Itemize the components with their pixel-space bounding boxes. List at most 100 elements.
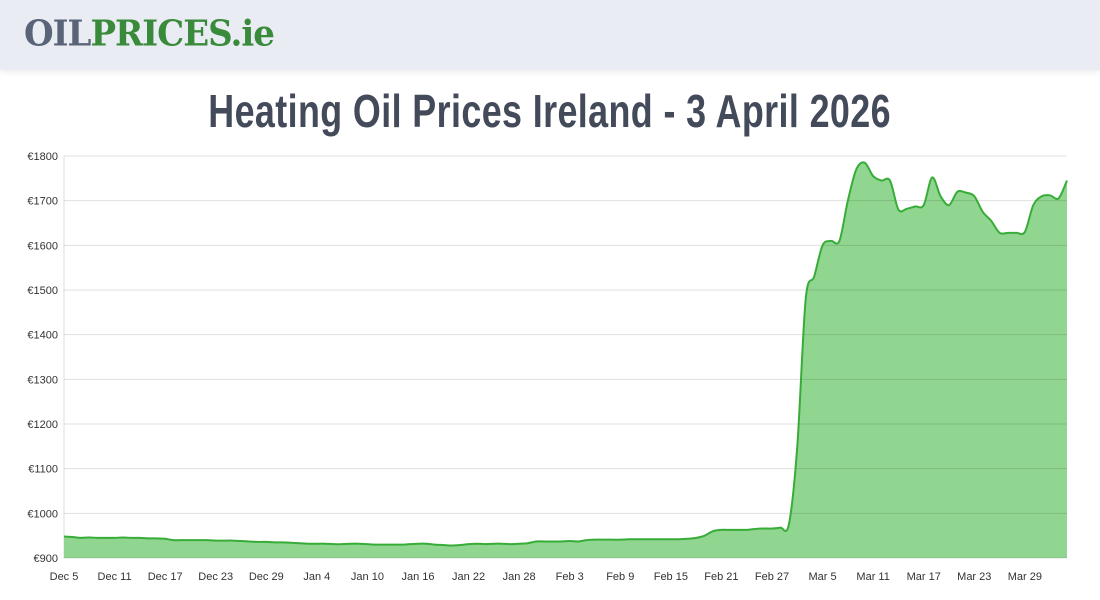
data-point bbox=[70, 535, 74, 539]
data-point bbox=[719, 528, 723, 532]
data-point bbox=[357, 542, 361, 546]
data-point bbox=[349, 542, 353, 546]
data-point bbox=[163, 537, 167, 541]
data-point bbox=[433, 543, 437, 547]
data-point bbox=[812, 275, 816, 279]
data-point bbox=[517, 542, 521, 546]
data-point bbox=[424, 542, 428, 546]
data-point bbox=[197, 538, 201, 542]
x-tick-label: Jan 10 bbox=[351, 571, 384, 583]
y-tick-label: €1500 bbox=[27, 285, 58, 297]
page-title-text: Heating Oil Prices Ireland - 3 April 202… bbox=[208, 85, 892, 137]
data-point bbox=[998, 231, 1002, 235]
data-point bbox=[711, 529, 715, 533]
data-point bbox=[180, 538, 184, 542]
data-point bbox=[1023, 230, 1027, 234]
data-point bbox=[365, 542, 369, 546]
y-tick-label: €1800 bbox=[27, 151, 58, 163]
data-point bbox=[686, 537, 690, 541]
data-point bbox=[753, 527, 757, 531]
data-point bbox=[79, 536, 83, 540]
data-point bbox=[458, 543, 462, 547]
data-point bbox=[450, 543, 454, 547]
data-point bbox=[795, 444, 799, 448]
data-point bbox=[399, 543, 403, 547]
data-point bbox=[955, 190, 959, 194]
page-title: Heating Oil Prices Ireland - 3 April 202… bbox=[0, 84, 1100, 138]
data-point bbox=[332, 542, 336, 546]
data-point bbox=[113, 536, 117, 540]
data-point bbox=[551, 539, 555, 543]
x-tick-label: Feb 15 bbox=[654, 571, 688, 583]
data-point bbox=[509, 542, 513, 546]
y-tick-label: €1100 bbox=[28, 464, 58, 476]
x-tick-label: Dec 11 bbox=[98, 571, 132, 583]
data-point bbox=[1065, 179, 1069, 183]
data-point bbox=[129, 536, 133, 540]
data-point bbox=[593, 538, 597, 542]
data-point bbox=[913, 204, 917, 208]
data-point bbox=[290, 541, 294, 545]
data-point bbox=[947, 203, 951, 207]
data-point bbox=[728, 528, 732, 532]
x-tick-label: Dec 23 bbox=[198, 571, 233, 583]
x-tick-label: Dec 17 bbox=[148, 571, 183, 583]
data-point bbox=[121, 535, 125, 539]
x-tick-label: Feb 3 bbox=[556, 571, 584, 583]
data-point bbox=[1031, 203, 1035, 207]
data-point bbox=[888, 179, 892, 183]
data-point bbox=[854, 167, 858, 171]
data-point bbox=[340, 542, 344, 546]
data-point bbox=[172, 538, 176, 542]
data-point bbox=[323, 542, 327, 546]
data-point bbox=[104, 536, 108, 540]
data-point bbox=[408, 542, 412, 546]
data-point bbox=[576, 539, 580, 543]
data-point bbox=[205, 538, 209, 542]
x-tick-label: Jan 22 bbox=[452, 571, 485, 583]
data-point bbox=[155, 536, 159, 540]
logo-oil: OIL bbox=[24, 13, 91, 55]
x-tick-label: Feb 27 bbox=[755, 571, 789, 583]
data-point bbox=[231, 539, 235, 543]
data-point bbox=[585, 538, 589, 542]
data-point bbox=[677, 537, 681, 541]
data-point bbox=[837, 239, 841, 243]
data-point bbox=[618, 538, 622, 542]
data-point bbox=[922, 203, 926, 207]
data-point bbox=[475, 542, 479, 546]
data-point bbox=[863, 161, 867, 165]
data-point bbox=[635, 537, 639, 541]
data-point bbox=[214, 539, 218, 543]
x-tick-label: Mar 11 bbox=[856, 571, 889, 583]
data-point bbox=[745, 528, 749, 532]
data-point bbox=[762, 527, 766, 531]
data-point bbox=[281, 540, 285, 544]
data-point bbox=[981, 210, 985, 214]
data-point bbox=[87, 535, 91, 539]
data-point bbox=[1006, 231, 1010, 235]
y-tick-label: €1000 bbox=[27, 508, 58, 520]
x-tick-label: Dec 5 bbox=[50, 571, 79, 583]
data-point bbox=[391, 543, 395, 547]
y-tick-label: €900 bbox=[34, 553, 58, 565]
x-tick-label: Feb 9 bbox=[606, 571, 634, 583]
x-tick-label: Jan 16 bbox=[401, 571, 434, 583]
data-point bbox=[871, 174, 875, 178]
price-area-fill bbox=[64, 162, 1067, 559]
data-point bbox=[660, 537, 664, 541]
data-point bbox=[416, 542, 420, 546]
data-point bbox=[972, 194, 976, 198]
site-logo[interactable]: OILPRICES.ie bbox=[24, 13, 275, 55]
y-tick-label: €1300 bbox=[27, 374, 58, 386]
data-point bbox=[627, 537, 631, 541]
data-point bbox=[1048, 193, 1052, 197]
x-tick-label: Mar 5 bbox=[809, 571, 837, 583]
data-point bbox=[188, 538, 192, 542]
data-point bbox=[939, 194, 943, 198]
data-point bbox=[315, 542, 319, 546]
data-point bbox=[787, 523, 791, 527]
data-point bbox=[247, 539, 251, 543]
data-point bbox=[896, 208, 900, 212]
data-point bbox=[1057, 196, 1061, 200]
